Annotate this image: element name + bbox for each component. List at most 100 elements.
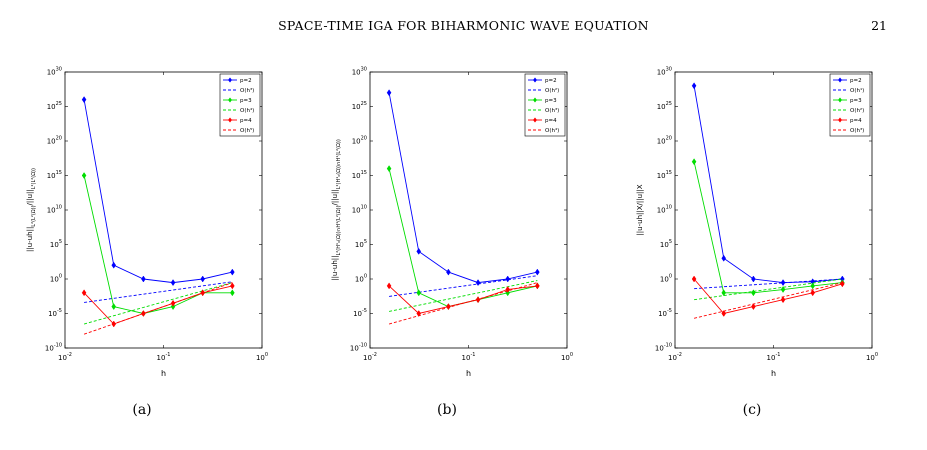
legend-label: p=2 — [545, 78, 557, 84]
legend-marker — [838, 117, 842, 123]
legend-label: O(h⁴) — [240, 107, 254, 114]
legend-label: O(h²) — [545, 87, 559, 94]
y-tick-label: 1020 — [47, 136, 62, 146]
x-tick-label: 10-2 — [58, 352, 72, 362]
data-point — [780, 279, 786, 287]
x-tick-label: 100 — [561, 352, 573, 362]
y-tick-label: 1015 — [657, 170, 672, 180]
data-point — [721, 254, 727, 262]
y-tick-label: 1010 — [352, 205, 367, 215]
y-tick-label: 1025 — [47, 101, 62, 111]
x-axis-label: h — [771, 369, 776, 378]
legend-label: O(h⁵) — [240, 127, 254, 134]
y-axis-label: ||u-uh||L²(H¹₀(Ω))∩H¹(L²(Ω))/||u||L²(H¹₀… — [331, 139, 342, 281]
y-tick-label: 1020 — [352, 136, 367, 146]
y-tick-label: 1025 — [657, 101, 672, 111]
series-line-0 — [83, 99, 233, 284]
legend-label: p=3 — [545, 98, 557, 104]
data-point — [141, 275, 146, 283]
legend-label: p=4 — [240, 118, 252, 124]
y-tick-label: 10-10 — [350, 343, 367, 353]
chart-panel-1: 10-10 10-5 100 105 1010 1015 1020 1025 1030 10-2 1… — [331, 67, 573, 379]
legend-marker — [533, 97, 537, 103]
legend-marker — [228, 77, 232, 83]
figure-caption-fragment — [0, 438, 927, 450]
y-tick-label: 1015 — [352, 170, 367, 180]
data-point — [170, 279, 176, 287]
legend-marker — [228, 97, 232, 103]
y-tick-label: 105 — [50, 239, 62, 249]
data-point — [81, 96, 87, 104]
y-tick-label: 10-5 — [48, 308, 62, 318]
legend-label: O(h³) — [240, 87, 254, 94]
series-line-0 — [388, 92, 538, 284]
data-point — [751, 303, 756, 311]
data-point — [535, 282, 540, 290]
data-point — [691, 158, 697, 166]
data-point — [230, 289, 235, 297]
data-point — [416, 289, 422, 297]
x-axis-label: h — [161, 369, 166, 378]
data-point — [475, 279, 481, 287]
y-tick-label: 1030 — [47, 67, 62, 77]
series-line-3 — [83, 282, 233, 325]
legend-box — [524, 73, 566, 137]
data-point — [721, 289, 727, 297]
y-tick-label: 1010 — [47, 205, 62, 215]
x-tick-label: 10-1 — [462, 352, 476, 362]
data-point — [230, 268, 235, 276]
legend-marker — [533, 117, 537, 123]
legend-box — [829, 73, 871, 137]
page-header: SPACE-TIME IGA FOR BIHARMONIC WAVE EQUAT… — [0, 18, 927, 38]
data-point — [691, 275, 697, 283]
legend-label: O(h⁴) — [545, 127, 559, 134]
data-point — [505, 275, 510, 283]
legend-label: p=2 — [850, 78, 862, 84]
data-point — [111, 303, 117, 311]
y-tick-label: 1025 — [352, 101, 367, 111]
data-point — [386, 89, 392, 97]
data-point — [780, 286, 786, 293]
data-point — [691, 82, 697, 90]
legend-label: p=2 — [240, 78, 252, 84]
y-tick-label: 100 — [50, 274, 62, 284]
y-tick-label: 10-10 — [655, 343, 672, 353]
data-point — [446, 268, 451, 276]
series-line-5 — [83, 282, 233, 335]
subfigure-label-c: (c) — [742, 402, 762, 418]
legend-label: O(h¹) — [850, 87, 864, 94]
y-tick-label: 1020 — [657, 136, 672, 146]
legend-label: p=3 — [240, 98, 252, 104]
subfigure-label-a: (a) — [132, 402, 152, 418]
legend-marker — [228, 117, 232, 123]
data-point — [535, 268, 540, 276]
legend-marker — [838, 77, 842, 83]
y-tick-label: 1010 — [657, 205, 672, 215]
y-tick-label: 100 — [355, 274, 367, 284]
y-tick-label: 10-10 — [45, 343, 62, 353]
legend-marker — [838, 97, 842, 103]
x-tick-label: 10-1 — [157, 352, 171, 362]
x-axis-label: h — [466, 369, 471, 378]
legend-marker — [533, 77, 537, 83]
data-point — [505, 286, 510, 293]
y-tick-label: 1015 — [47, 170, 62, 180]
y-tick-label: 10-5 — [658, 308, 672, 318]
x-tick-label: 10-1 — [767, 352, 781, 362]
data-point — [446, 303, 451, 311]
data-point — [416, 310, 422, 317]
legend-label: O(h³) — [545, 107, 559, 114]
legend-label: p=4 — [850, 118, 862, 124]
series-line-5 — [693, 282, 843, 319]
running-title: SPACE-TIME IGA FOR BIHARMONIC WAVE EQUAT… — [278, 18, 649, 33]
x-tick-label: 100 — [866, 352, 878, 362]
data-point — [386, 165, 392, 173]
subfigure-label-b: (b) — [437, 402, 457, 418]
legend-label: p=4 — [545, 118, 557, 124]
data-point — [751, 275, 756, 283]
series-line-2 — [83, 175, 233, 314]
data-point — [721, 310, 727, 317]
chart-panel-0: 10-10 10-5 100 105 1010 1015 1020 1025 1030 10-2 1… — [26, 67, 268, 379]
y-tick-label: 105 — [355, 239, 367, 249]
y-axis-label: ||u-uh||X/||u||X — [636, 184, 644, 235]
